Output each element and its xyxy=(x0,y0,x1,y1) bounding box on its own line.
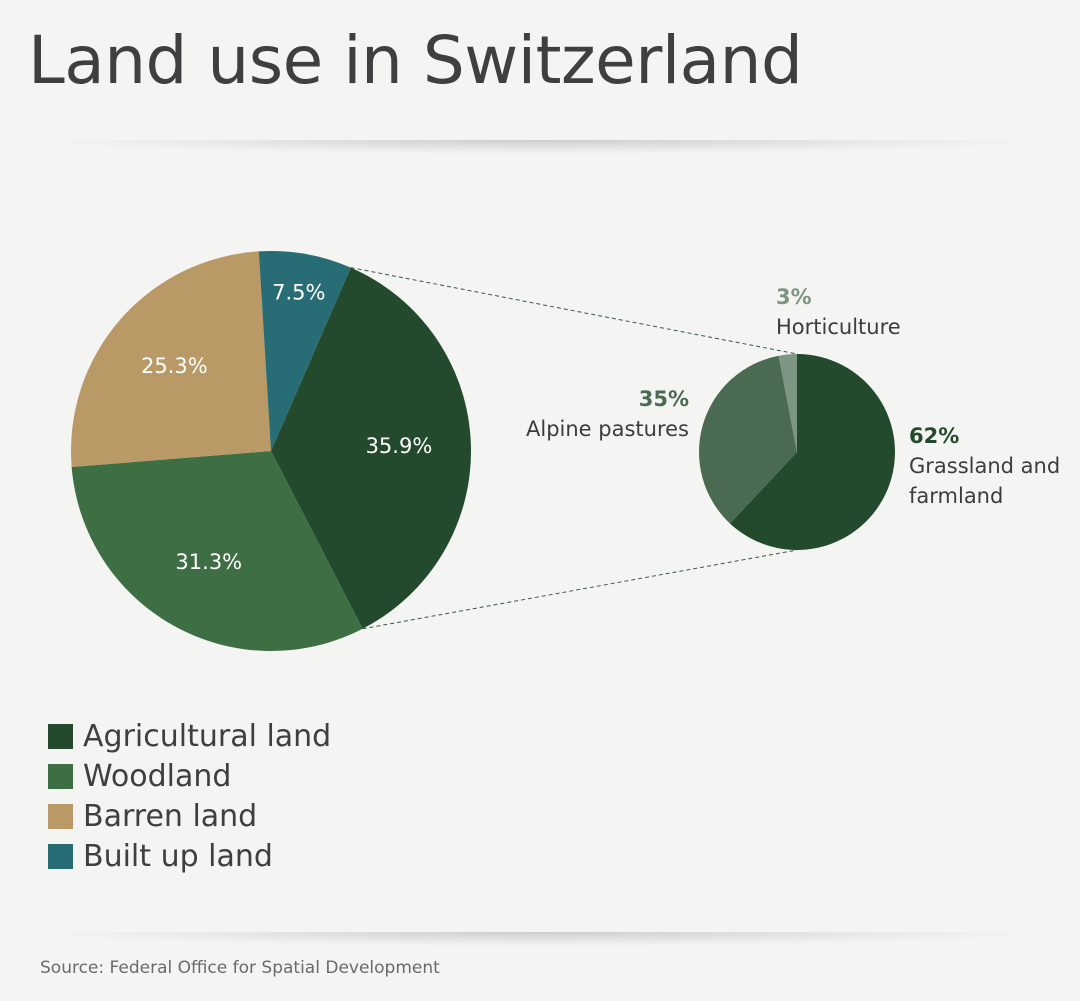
legend-item-barren: Barren land xyxy=(48,796,331,836)
breakdown-value-horticulture: 3% xyxy=(776,285,812,309)
legend-label: Woodland xyxy=(83,758,232,794)
breakdown-name-alpine-pastures: Alpine pastures xyxy=(526,417,689,441)
legend-item-woodland: Woodland xyxy=(48,756,331,796)
legend-swatch xyxy=(48,803,73,829)
connector-top xyxy=(350,267,798,355)
legend-item-built: Built up land xyxy=(48,836,331,876)
pie-slice-built-up-land xyxy=(258,251,351,451)
legend-label: Built up land xyxy=(83,838,273,874)
legend-item-agricultural: Agricultural land xyxy=(48,716,331,756)
chart-canvas: 35.9% 31.3% 25.3% 7.5% 62% Grassland and farml… xyxy=(71,251,1060,651)
legend-swatch xyxy=(48,723,73,749)
pie-labels: 35.9% 31.3% 25.3% 7.5% 62% Grassland and farml… xyxy=(141,280,1060,573)
breakdown-slice-horticulture xyxy=(778,354,797,452)
pie-connectors xyxy=(350,267,798,630)
slice-label-built-up-land: 7.5% xyxy=(272,280,325,304)
pie-slice-woodland xyxy=(71,451,363,651)
legend-label: Agricultural land xyxy=(83,718,332,754)
connector-bottom xyxy=(362,549,798,630)
footer-divider xyxy=(40,932,1040,946)
slice-label-woodland: 31.3% xyxy=(175,550,242,574)
breakdown-value-grassland-and-farmland: 62% xyxy=(909,424,959,448)
breakdown-value-alpine-pastures: 35% xyxy=(639,387,689,411)
breakdown-slice-grassland-and-farmland xyxy=(729,354,896,550)
header-divider xyxy=(40,140,1040,154)
source-note: Source: Federal Office for Spatial Devel… xyxy=(40,958,440,978)
slice-label-barren-land: 25.3% xyxy=(141,354,208,378)
breakdown-name-horticulture: Horticulture xyxy=(776,315,901,339)
breakdown-pie xyxy=(699,354,896,550)
main-pie xyxy=(71,251,471,651)
legend-swatch xyxy=(48,843,73,869)
slice-label-agricultural-land: 35.9% xyxy=(366,434,433,458)
chart-title: Land use in Switzerland xyxy=(28,22,803,99)
legend: Agricultural land Woodland Barren land B… xyxy=(48,716,331,876)
breakdown-name-grassland-and-farmland: Grassland and farmland xyxy=(909,454,1060,508)
legend-swatch xyxy=(48,763,73,789)
legend-label: Barren land xyxy=(83,798,258,834)
pie-slice-barren-land xyxy=(71,251,271,467)
pie-slice-agricultural-land xyxy=(271,267,471,629)
breakdown-slice-alpine-pastures xyxy=(699,355,797,524)
